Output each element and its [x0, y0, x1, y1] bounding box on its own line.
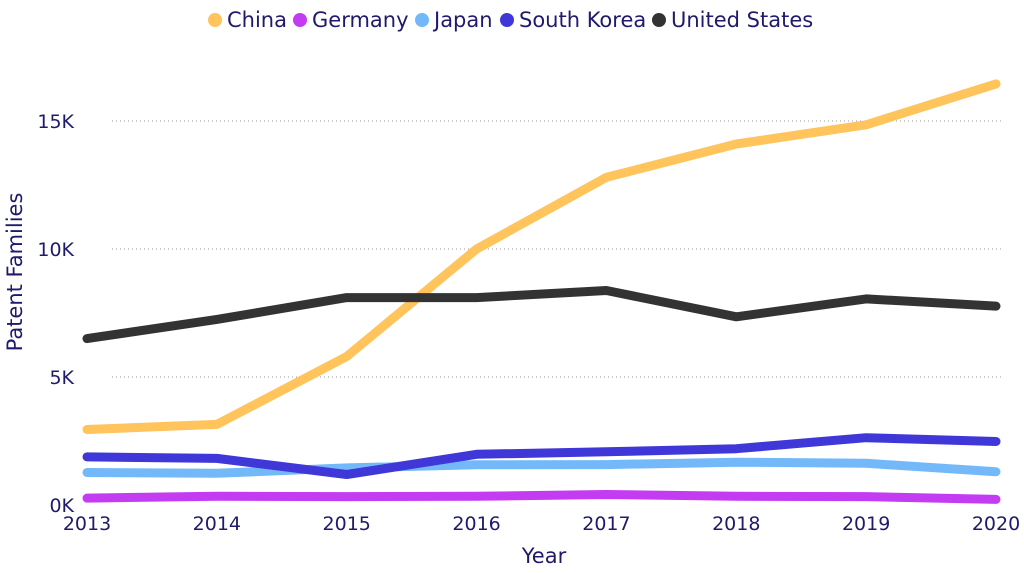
x-tick-label: 2020 — [972, 513, 1020, 535]
legend-item-germany: Germany — [293, 8, 409, 32]
y-tick-label: 10K — [37, 239, 74, 261]
legend-label: Germany — [312, 8, 409, 32]
legend-marker — [293, 13, 307, 27]
series-line-germany — [82, 490, 1001, 504]
legend-label: Japan — [432, 8, 493, 32]
x-axis-title: Year — [521, 544, 567, 568]
gridlines — [112, 120, 1004, 378]
legend: China Germany Japan South Korea United State… — [208, 8, 813, 32]
legend-label: China — [227, 8, 287, 32]
legend-marker — [208, 13, 222, 27]
series-line-china — [82, 79, 1001, 434]
legend-marker — [652, 13, 666, 27]
legend-item-china: China — [208, 8, 287, 32]
legend-label: United States — [671, 8, 813, 32]
y-axis-title: Patent Families — [3, 193, 27, 352]
x-tick-label: 2013 — [63, 513, 111, 535]
x-tick-label: 2016 — [452, 513, 500, 535]
x-axis: 2013 2014 2015 2016 2017 2018 2019 2020 — [63, 513, 1020, 535]
x-tick-label: 2019 — [842, 513, 890, 535]
legend-marker — [415, 13, 429, 27]
series-line-japan — [82, 457, 1001, 478]
y-axis: 0K 5K 10K 15K — [37, 111, 74, 517]
y-tick-label: 15K — [37, 111, 74, 133]
x-tick-label: 2017 — [582, 513, 630, 535]
series-line-united-states — [82, 286, 1001, 344]
x-tick-label: 2018 — [712, 513, 760, 535]
legend-marker — [500, 13, 514, 27]
legend-item-united-states: United States — [652, 8, 813, 32]
series-line-south-korea — [82, 433, 1001, 479]
x-tick-label: 2014 — [193, 513, 241, 535]
legend-label: South Korea — [519, 8, 646, 32]
legend-item-south-korea: South Korea — [500, 8, 646, 32]
legend-item-japan: Japan — [415, 8, 493, 32]
y-tick-label: 0K — [49, 495, 74, 517]
x-tick-label: 2015 — [323, 513, 371, 535]
series-lines — [82, 79, 1001, 504]
y-tick-label: 5K — [49, 367, 74, 389]
